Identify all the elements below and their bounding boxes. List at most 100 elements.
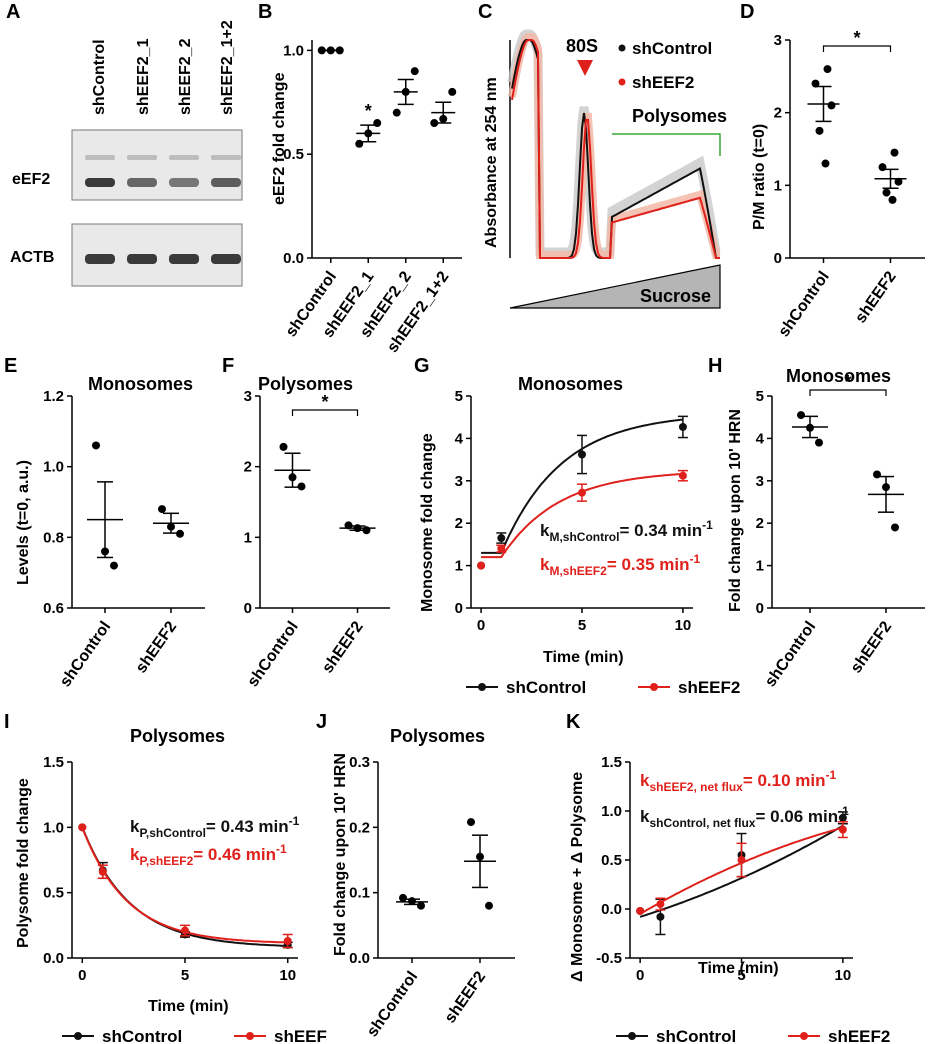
y-tick-label: 4 <box>756 430 765 447</box>
legend-marker <box>618 44 626 52</box>
legend-marker <box>478 683 486 691</box>
data-point <box>167 522 175 531</box>
y-tick-label: 1.5 <box>601 754 622 771</box>
data-point <box>811 79 820 88</box>
x-category-label: shControl <box>245 619 302 691</box>
y-tick-label: 2 <box>756 515 764 532</box>
blot-band-faint <box>211 155 241 160</box>
x-tick-label: 0 <box>78 967 86 984</box>
data-point <box>815 126 824 135</box>
y-axis-label: Fold change upon 10' HRN <box>727 409 744 612</box>
y-tick-label: 1 <box>455 558 463 575</box>
rate-annotation: kP,shEEF2= 0.46 min-1 <box>130 842 287 868</box>
chart-title: Polysomes <box>258 374 353 394</box>
chart-title: Polysomes <box>390 726 485 746</box>
data-point <box>439 114 448 123</box>
data-point <box>806 423 814 432</box>
legend-label: shControl <box>102 1027 182 1044</box>
y-tick-label: 1.0 <box>43 459 64 476</box>
legend-marker <box>800 1032 808 1040</box>
chart-title: Monosomes <box>518 374 623 394</box>
data-point <box>737 856 746 864</box>
significance-marker: * <box>844 372 851 392</box>
y-tick-label: 0.5 <box>283 146 304 163</box>
significance-bracket <box>822 45 892 52</box>
x-tick-label: 5 <box>578 617 586 634</box>
y-axis-label: Fold change upon 10' HRN <box>332 753 349 956</box>
y-tick-label: 2 <box>455 515 463 532</box>
data-point <box>392 108 401 117</box>
x-category-label: shControl <box>57 619 114 691</box>
legend-label: shEEF2 <box>678 678 740 697</box>
blot-band <box>85 178 115 187</box>
x-tick-label: 10 <box>835 967 852 984</box>
data-point <box>890 148 899 157</box>
polysome-region-label: Polysomes <box>632 106 727 126</box>
x-category-label: shEEF2 <box>133 618 181 676</box>
y-tick-label: 3 <box>756 473 764 490</box>
data-point <box>467 818 475 827</box>
data-point <box>355 139 364 148</box>
panel-label-j: J <box>316 711 327 733</box>
y-axis-label: P/M ratio (t=0) <box>751 124 768 230</box>
y-tick-label: 5 <box>455 388 463 405</box>
data-point <box>797 411 805 420</box>
data-point <box>430 119 439 128</box>
x-category-label: shControl <box>776 269 833 341</box>
panel-label-e: E <box>4 355 17 377</box>
data-point <box>353 524 362 533</box>
y-tick-label: 0.0 <box>349 950 370 967</box>
panel-label-a: A <box>6 1 20 23</box>
blot-row-label: eEF2 <box>12 171 50 188</box>
legend-label: shEEF <box>274 1027 327 1044</box>
x-axis-label: Time (min) <box>543 649 624 666</box>
x-tick-label: 5 <box>181 967 189 984</box>
data-point <box>894 177 903 186</box>
data-point <box>417 901 425 910</box>
data-point <box>815 438 823 447</box>
x-tick-label: 0 <box>477 617 485 634</box>
y-tick-label: 0.5 <box>43 885 64 902</box>
x-category-label: shControl <box>762 619 819 691</box>
data-point <box>335 46 344 55</box>
significance-bracket <box>291 409 359 416</box>
x-category-label: shEEF2 <box>852 268 900 326</box>
data-point <box>279 442 288 451</box>
data-point <box>448 87 457 96</box>
data-point <box>888 195 897 204</box>
blot-lane-label: shControl <box>91 39 108 115</box>
x-tick-label: 5 <box>737 967 745 984</box>
data-point <box>678 471 687 480</box>
x-category-label: shEEF2 <box>442 968 490 1026</box>
data-point <box>288 473 297 482</box>
data-point <box>362 526 371 535</box>
data-point <box>485 901 493 910</box>
blot-row-label: ACTB <box>10 249 54 266</box>
y-axis-label: Polysome fold change <box>15 778 32 948</box>
data-point <box>476 852 484 861</box>
significance-bracket <box>809 389 887 396</box>
x-tick-label: 10 <box>675 617 692 634</box>
data-point <box>636 906 645 915</box>
data-point <box>283 937 292 946</box>
data-point <box>78 823 87 832</box>
data-point <box>317 46 326 55</box>
panel-label-g: G <box>414 355 430 377</box>
data-point <box>364 129 373 138</box>
blot-band <box>211 178 241 187</box>
blot-band-faint <box>127 155 157 160</box>
significance-marker: * <box>321 392 328 412</box>
chart-title: Monosomes <box>786 366 891 386</box>
peak-label-80s: 80S <box>566 36 598 56</box>
data-point <box>878 163 887 172</box>
data-point <box>98 867 107 876</box>
data-point <box>401 87 410 96</box>
y-tick-label: 1.5 <box>43 754 64 771</box>
y-tick-label: 5 <box>756 388 764 405</box>
legend-label: shEEF2 <box>828 1027 890 1044</box>
gradient-label: Sucrose <box>640 286 711 306</box>
data-point <box>344 521 353 530</box>
y-tick-label: 3 <box>244 388 252 405</box>
data-point <box>497 534 506 543</box>
